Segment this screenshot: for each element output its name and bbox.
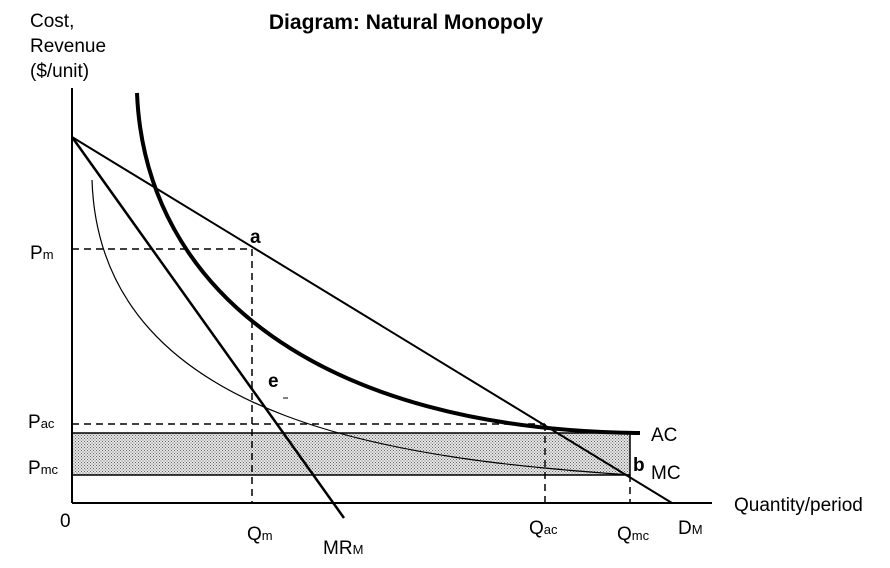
point-e-label: e xyxy=(268,371,279,392)
ac-curve-label: AC xyxy=(651,425,677,446)
point-b-label: b xyxy=(633,455,645,476)
y-axis-label-line1: Cost, xyxy=(30,11,74,32)
y-tick-pm: Pm xyxy=(30,243,54,264)
x-tick-qac: Qac xyxy=(529,518,558,539)
average-cost-curve xyxy=(135,92,641,435)
x-tick-qmc: Qmc xyxy=(617,524,650,545)
y-tick-pmc: Pmc xyxy=(28,458,59,479)
demand-curve-label: DM xyxy=(678,518,703,539)
y-axis-label-line2: Revenue xyxy=(30,36,106,57)
y-axis-label-line3: ($/unit) xyxy=(30,61,89,82)
point-a-label: a xyxy=(250,227,261,248)
origin-label: 0 xyxy=(60,511,71,532)
shaded-loss-area xyxy=(71,432,631,476)
x-axis-label: Quantity/period xyxy=(734,495,863,516)
marginal-revenue-curve xyxy=(70,136,346,519)
mc-curve-label: MC xyxy=(651,463,681,484)
marginal-cost-curve xyxy=(91,179,631,476)
diagram-title: Diagram: Natural Monopoly xyxy=(269,11,544,34)
demand-curve xyxy=(71,136,673,504)
x-tick-qm: Qm xyxy=(247,524,273,545)
y-tick-pac: Pac xyxy=(28,412,55,433)
mr-curve-label: MRM xyxy=(323,538,363,559)
